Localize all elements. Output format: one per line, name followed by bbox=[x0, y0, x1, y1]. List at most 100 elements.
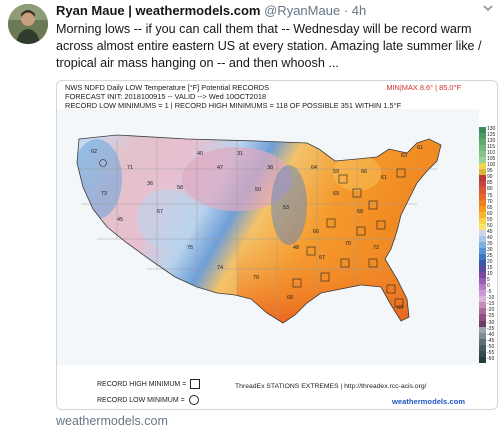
colorbar-step: 30 bbox=[479, 247, 497, 254]
colorbar-swatch bbox=[479, 332, 486, 339]
colorbar-swatch bbox=[479, 350, 486, 357]
map-value: 64 bbox=[311, 165, 317, 171]
colorbar-label: 15 bbox=[487, 265, 493, 272]
colorbar-swatch bbox=[479, 217, 486, 224]
colorbar-swatch bbox=[479, 296, 486, 303]
map-value: 72 bbox=[373, 245, 379, 251]
colorbar-swatch bbox=[479, 326, 486, 333]
colorbar-step: 40 bbox=[479, 234, 497, 242]
colorbar-step: 120 bbox=[479, 138, 497, 146]
colorbar-step: 45 bbox=[479, 228, 497, 236]
separator-dot: · bbox=[343, 3, 349, 18]
colorbar-step: 25 bbox=[479, 252, 497, 261]
colorbar-swatch bbox=[479, 181, 486, 188]
map-value: 59 bbox=[333, 169, 339, 175]
colorbar-label: 115 bbox=[487, 144, 495, 151]
colorbar-label: 75 bbox=[487, 192, 493, 199]
circle-icon bbox=[188, 395, 199, 405]
link-domain[interactable]: weathermodels.com bbox=[56, 414, 168, 428]
colorbar-label: 130 bbox=[487, 126, 496, 132]
minmax-label: MIN|MAX 8.6° | 85.0°F bbox=[386, 83, 461, 92]
colorbar-label: 65 bbox=[487, 204, 493, 211]
colorbar-step: -40 bbox=[479, 332, 497, 339]
colorbar-label: -35 bbox=[487, 325, 495, 332]
colorbar-swatch bbox=[479, 163, 486, 170]
figure-title: NWS NDFD Daily LOW Temperature [°F] Pote… bbox=[65, 83, 270, 92]
colorbar-swatch bbox=[479, 229, 486, 236]
map-value: 69 bbox=[333, 191, 339, 197]
colorbar-step: 35 bbox=[479, 241, 497, 248]
colorbar-swatch bbox=[479, 344, 486, 351]
chevron-down-icon[interactable] bbox=[482, 2, 494, 16]
colorbar-step: 95 bbox=[479, 168, 497, 176]
colorbar-label: 80 bbox=[487, 186, 493, 193]
colorbar-step: 20 bbox=[479, 259, 497, 267]
colorbar-swatch bbox=[479, 193, 486, 200]
tweet-header: Ryan Maue | weathermodels.com @RyanMaue … bbox=[56, 3, 366, 18]
map-value: 70 bbox=[253, 275, 259, 281]
map-value: 40 bbox=[197, 151, 203, 157]
colorbar-label: -30 bbox=[487, 319, 495, 326]
colorbar-label: 25 bbox=[487, 252, 493, 259]
map-value: 61 bbox=[381, 175, 387, 181]
colorbar-swatch bbox=[479, 314, 486, 321]
colorbar-label: 40 bbox=[487, 234, 493, 241]
map-value: 71 bbox=[127, 165, 133, 171]
colorbar-label: -20 bbox=[487, 307, 495, 314]
colorbar-swatch bbox=[479, 302, 486, 309]
colorbar-swatch bbox=[479, 211, 486, 218]
colorbar-swatch bbox=[479, 223, 486, 230]
colorbar-swatch bbox=[479, 145, 486, 152]
map-value: 48 bbox=[293, 245, 299, 251]
colorbar-swatch bbox=[479, 260, 486, 267]
colorbar-label: 5 bbox=[487, 277, 490, 284]
map-value: 70 bbox=[345, 241, 351, 247]
colorbar-swatch bbox=[479, 151, 486, 158]
media-card[interactable]: NWS NDFD Daily LOW Temperature [°F] Pote… bbox=[56, 80, 498, 410]
colorbar-label: 10 bbox=[487, 271, 493, 278]
map-value: 73 bbox=[101, 191, 107, 197]
colorbar-label: -5 bbox=[487, 289, 492, 296]
colorbar-step: 115 bbox=[479, 144, 497, 152]
colorbar-label: 100 bbox=[487, 162, 496, 169]
map-value: 75 bbox=[187, 245, 193, 251]
temperature-colorbar: 130 125 120 115 110 105 100 95 90 85 80 75 70 65 60 55 5… bbox=[479, 126, 497, 363]
map-value: 68 bbox=[357, 209, 363, 215]
colorbar-label: -25 bbox=[487, 313, 495, 320]
colorbar-label: 20 bbox=[487, 259, 493, 266]
colorbar-step: 105 bbox=[479, 156, 497, 164]
colorbar-swatch bbox=[479, 247, 486, 254]
map-value: 62 bbox=[91, 149, 97, 155]
map-value: 61 bbox=[417, 145, 423, 151]
square-icon bbox=[190, 379, 201, 389]
legend-high-label: RECORD HIGH MINIMUM = bbox=[97, 380, 187, 388]
colorbar-label: 45 bbox=[487, 228, 493, 235]
colorbar-swatch bbox=[479, 266, 486, 273]
forecast-line: FORECAST INIT: 2018100915 -- VALID --> W… bbox=[65, 92, 267, 101]
map-value: 67 bbox=[157, 209, 163, 215]
colorbar-swatch bbox=[479, 290, 486, 297]
colorbar-swatch bbox=[479, 320, 486, 327]
temperature-map: 62 73 71 67 75 74 70 68 66 47 50 53 69 6… bbox=[57, 109, 479, 365]
timestamp[interactable]: 4h bbox=[351, 3, 367, 18]
map-value: 45 bbox=[117, 217, 123, 223]
user-handle[interactable]: @RyanMaue bbox=[264, 3, 341, 18]
colorbar-swatch bbox=[479, 175, 486, 182]
colorbar-swatch bbox=[479, 272, 486, 279]
colorbar-step: -45 bbox=[479, 337, 497, 345]
colorbar-step: 110 bbox=[479, 150, 497, 158]
colorbar-swatch bbox=[479, 205, 486, 212]
colorbar-swatch bbox=[479, 338, 486, 345]
colorbar-swatch bbox=[479, 241, 486, 248]
colorbar-label: 90 bbox=[487, 174, 493, 181]
colorbar-label: 125 bbox=[487, 132, 496, 139]
display-name[interactable]: Ryan Maue | weathermodels.com bbox=[56, 3, 261, 18]
colorbar-swatch bbox=[479, 253, 486, 261]
avatar[interactable] bbox=[8, 4, 48, 44]
colorbar-swatch bbox=[479, 199, 486, 206]
colorbar-label: -45 bbox=[487, 337, 495, 344]
colorbar-step: -15 bbox=[479, 301, 497, 309]
map-value: 69 bbox=[397, 305, 403, 311]
map-value: 50 bbox=[255, 187, 261, 193]
colorbar-step: 85 bbox=[479, 180, 497, 188]
